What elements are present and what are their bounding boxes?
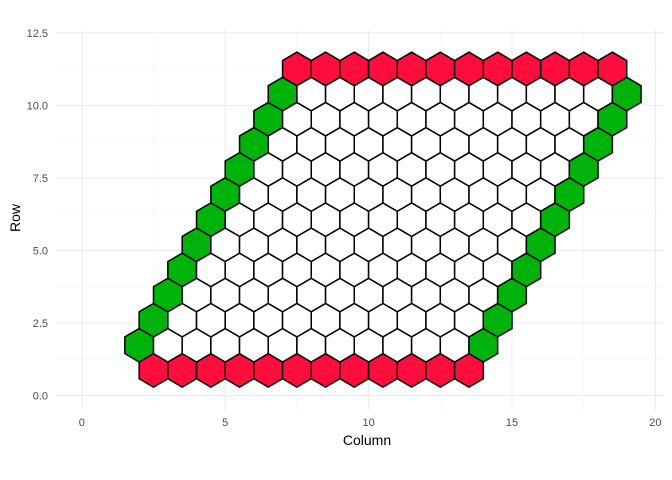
hex-cell-red-edge — [339, 51, 370, 87]
hex-cell-red-edge — [453, 51, 485, 87]
hex-cell-red-edge — [568, 51, 599, 87]
hex-cell-red-edge — [511, 51, 542, 87]
y-tick-label: 5.0 — [33, 245, 48, 257]
hex-cell-red-edge — [597, 51, 628, 87]
hex-cell-red-edge — [281, 51, 312, 87]
hex-cell-red-edge — [425, 51, 456, 87]
y-tick-label: 12.5 — [27, 28, 48, 40]
y-axis-title: Row — [7, 203, 23, 232]
x-tick-label: 5 — [222, 417, 228, 429]
y-tick-label: 0.0 — [33, 390, 48, 402]
hex-cell-red-edge — [367, 51, 399, 87]
hex-cells — [124, 51, 642, 388]
hex-cell-red-edge — [539, 51, 571, 87]
y-tick-label: 7.5 — [33, 173, 48, 185]
hex-cell-red-edge — [310, 51, 341, 87]
hex-cell-red-edge — [482, 51, 513, 87]
tick-labels: 0 5 10 15 20 0.0 2.5 5.0 7.5 10.0 12.5 — [27, 28, 662, 429]
y-tick-label: 2.5 — [33, 318, 48, 330]
x-tick-label: 10 — [362, 417, 374, 429]
x-tick-label: 20 — [649, 417, 661, 429]
y-tick-label: 10.0 — [27, 100, 48, 112]
x-tick-label: 0 — [79, 417, 85, 429]
x-tick-label: 15 — [506, 417, 518, 429]
x-axis-title: Column — [343, 432, 391, 448]
hex-cell-red-edge — [396, 51, 427, 87]
